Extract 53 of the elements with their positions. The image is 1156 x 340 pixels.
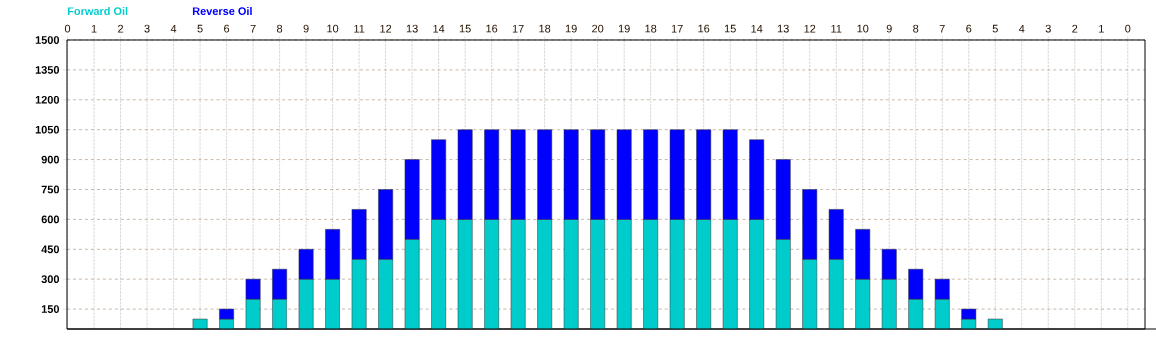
y-tick-label: 1200 [35,95,60,104]
x-tick-label: 3 [144,24,150,33]
x-tick-label: 17 [512,24,524,33]
x-tick-label: 4 [170,24,177,33]
x-tick-label: 9 [886,24,892,33]
x-tick-label: 5 [197,24,203,33]
x-tick-label: 5 [992,24,998,33]
x-tick-label: 16 [486,24,498,33]
x-tick-label: 6 [224,24,230,33]
x-tick-label: 8 [913,24,919,33]
x-tick-label: 16 [698,24,710,33]
y-tick-label: 600 [41,215,60,224]
x-tick-label: 20 [592,24,604,33]
x-tick-label: 7 [250,24,256,33]
text: Reverse Oil [192,6,252,16]
x-tick-label: 9 [303,24,309,33]
x-tick-label: 13 [777,24,789,33]
y-tick-label: 900 [41,155,60,164]
x-tick-label: 8 [277,24,283,33]
y-tick-label: 750 [41,185,60,194]
x-tick-label: 3 [1045,24,1051,33]
x-tick-label: 14 [751,24,763,33]
x-tick-label: 11 [831,24,842,33]
x-tick-label: 19 [565,24,577,33]
y-tick-label: 1500 [35,36,60,44]
x-tick-label: 2 [1072,24,1078,33]
x-tick-label: 14 [433,24,445,33]
x-tick-label: 11 [354,24,365,33]
x-tick-label: 15 [459,24,471,33]
x-tick-label: 4 [1018,24,1025,33]
y-tick-label: 150 [41,305,60,313]
x-tick-label: 12 [380,24,392,33]
x-tick-label: 6 [966,24,972,33]
x-tick-label: 13 [406,24,418,33]
x-tick-label: 10 [327,24,339,33]
x-tick-label: 0 [64,24,71,33]
x-tick-label: 17 [671,24,683,33]
x-tick-label: 10 [857,24,869,33]
x-tick-label: 2 [118,24,124,33]
y-tick-label: 450 [41,245,60,254]
x-tick-label: 1 [1099,24,1104,33]
x-tick-label: 18 [539,24,551,33]
text: Forward Oil [67,6,128,16]
y-tick-label: 300 [41,275,60,284]
x-tick-label: 1 [91,24,97,33]
x-tick-label: 18 [645,24,657,33]
x-tick-label: 0 [1125,24,1131,33]
x-tick-label: 15 [724,24,736,33]
y-tick-label: 1050 [35,125,60,134]
y-tick-label: 1350 [35,66,60,74]
x-tick-label: 7 [939,24,945,33]
x-tick-label: 19 [618,24,630,33]
x-tick-label: 12 [804,24,816,33]
